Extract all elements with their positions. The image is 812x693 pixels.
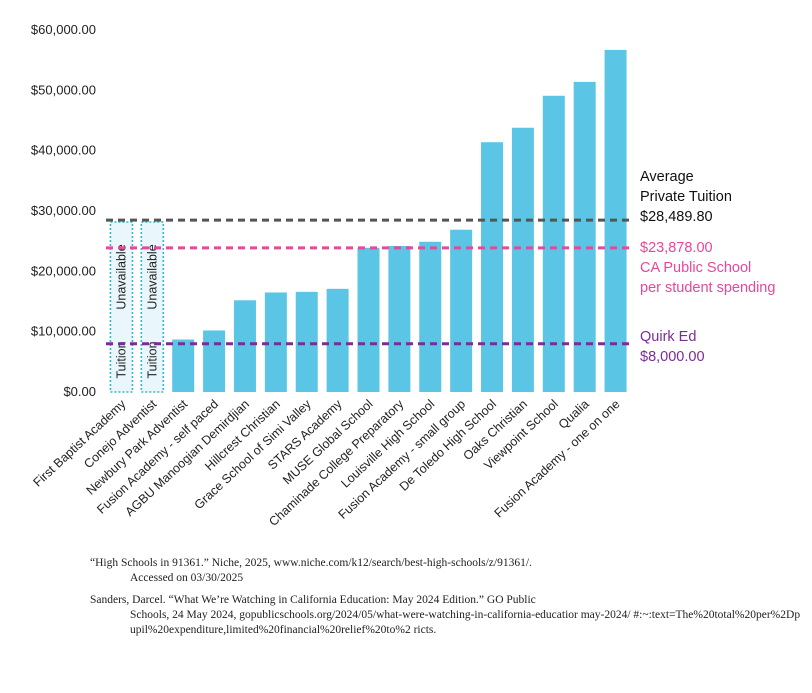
- bar: [481, 142, 504, 392]
- bar: [573, 81, 596, 393]
- unavailable-label-tuition: Tuition: [114, 341, 128, 378]
- y-tick-label: $40,000.00: [31, 143, 96, 158]
- quirk-ed-label: $8,000.00: [640, 349, 705, 365]
- y-tick-label: $50,000.00: [31, 82, 96, 97]
- bar: [357, 247, 380, 392]
- y-tick-label: $20,000.00: [31, 263, 96, 278]
- unavailable-label-unavailable: Unavailable: [145, 244, 159, 309]
- bar: [172, 339, 195, 392]
- bar: [450, 229, 473, 392]
- unavailable-label-tuition: Tuition: [145, 341, 159, 378]
- citation-gopublic: Sanders, Darcel. “What We’re Watching in…: [90, 593, 805, 638]
- ca-public-school-spending-label: per student spending: [640, 280, 775, 296]
- citation-niche: “High Schools in 91361.” Niche, 2025, ww…: [90, 556, 805, 586]
- quirk-ed-label: Quirk Ed: [640, 329, 696, 345]
- bar: [295, 291, 318, 392]
- average-private-tuition-label: Average: [640, 169, 694, 185]
- unavailable-box: [109, 221, 134, 393]
- unavailable-box: [140, 221, 165, 393]
- bar: [264, 292, 287, 392]
- bar: [388, 245, 411, 392]
- tuition-bar-chart: $0.00 $10,000.00 $20,000.00 $30,000.00 $40,0…: [31, 22, 776, 529]
- bar: [511, 127, 534, 393]
- average-private-tuition-label: $28,489.80: [640, 209, 713, 225]
- y-tick-label: $60,000.00: [31, 22, 96, 37]
- bar: [233, 300, 256, 392]
- bar: [542, 95, 565, 392]
- citation-gopublic-line2: Schools, 24 May 2024, gopublicschools.or…: [130, 609, 801, 636]
- ca-public-school-spending-label: CA Public School: [640, 260, 751, 276]
- y-tick-label: $0.00: [63, 384, 96, 399]
- citation-niche-line2: Accessed on 03/30/2025: [130, 572, 244, 584]
- y-tick-label: $10,000.00: [31, 324, 96, 339]
- citation-gopublic-line1: Sanders, Darcel. “What We’re Watching in…: [90, 594, 536, 606]
- citation-niche-line1: “High Schools in 91361.” Niche, 2025, ww…: [90, 557, 532, 569]
- bar: [203, 330, 226, 392]
- bar: [326, 288, 349, 392]
- y-tick-label: $30,000.00: [31, 203, 96, 218]
- unavailable-label-unavailable: Unavailable: [114, 244, 128, 309]
- bar: [419, 241, 442, 392]
- average-private-tuition-label: Private Tuition: [640, 189, 732, 205]
- citations: “High Schools in 91361.” Niche, 2025, ww…: [90, 556, 805, 645]
- ca-public-school-spending-label: $23,878.00: [640, 240, 713, 256]
